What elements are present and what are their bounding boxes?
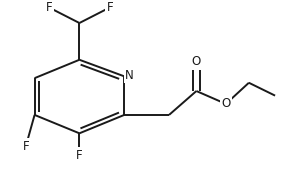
Text: O: O	[192, 55, 201, 68]
Text: O: O	[221, 97, 231, 110]
Text: F: F	[76, 149, 83, 162]
Text: F: F	[46, 1, 52, 14]
Text: F: F	[23, 140, 29, 153]
Text: F: F	[107, 1, 113, 14]
Text: N: N	[125, 69, 134, 82]
